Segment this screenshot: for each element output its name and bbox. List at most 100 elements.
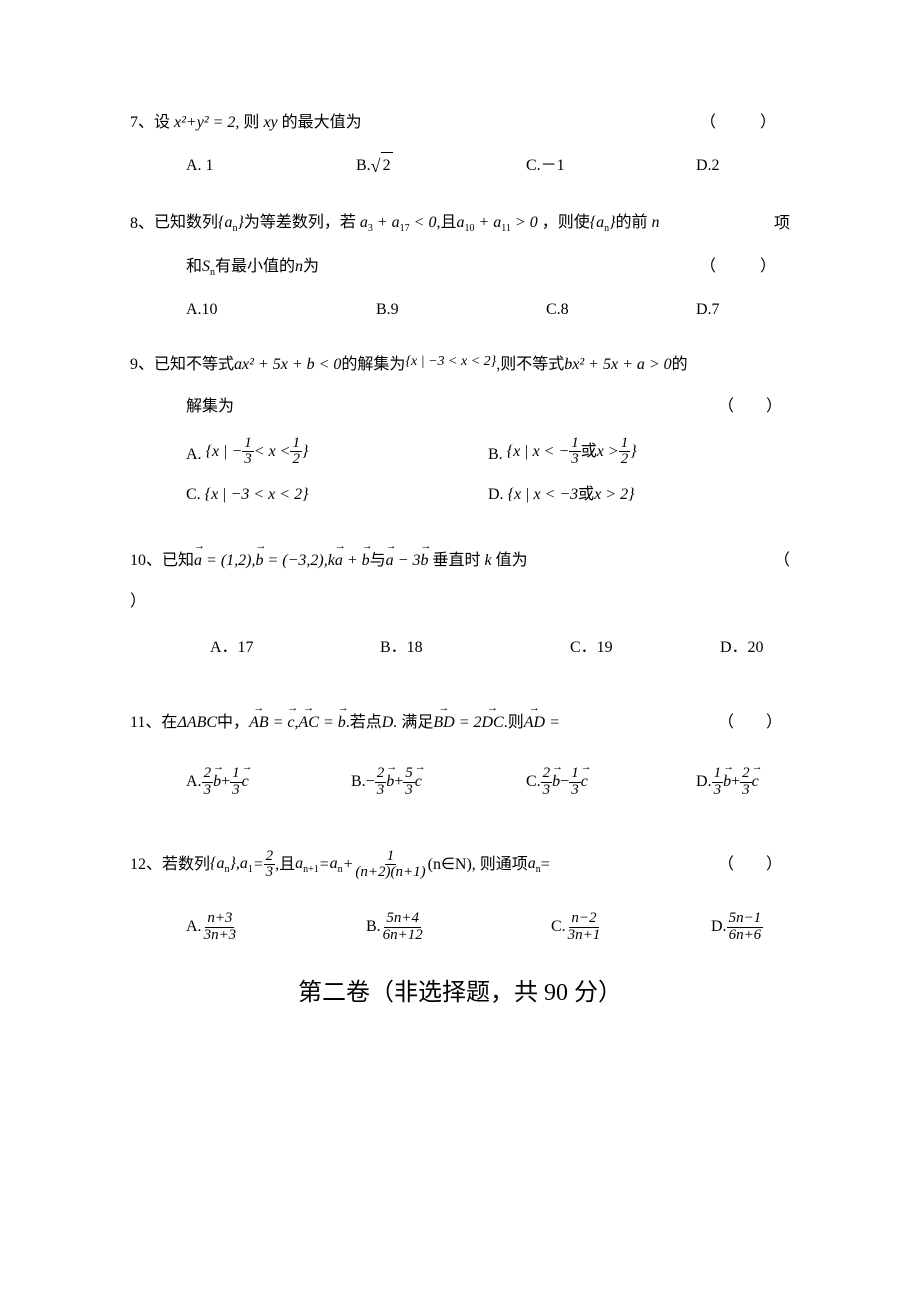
q10-kv: k: [484, 552, 491, 569]
q12-B: B.: [366, 914, 381, 940]
q10-opt-c: C．19: [570, 635, 720, 661]
q9-b: 的解集为: [341, 356, 405, 373]
q7-p2: 的最大值为: [282, 114, 362, 131]
q11-eq: =: [269, 714, 288, 731]
q12-Cn: n−2: [569, 911, 598, 928]
q11-then: .则: [504, 714, 524, 731]
q9-Dset: {x | x < −3: [508, 482, 579, 508]
q8-2c: 为: [303, 258, 319, 275]
q9-Am: < x <: [254, 439, 291, 465]
q10-opt-d: D．20: [720, 635, 764, 661]
q11-Cn2: 1: [569, 766, 581, 783]
q12-Bn: 5n+4: [384, 911, 421, 928]
q10-opt-b: B．18: [380, 635, 570, 661]
q10-paren-close: ）: [130, 589, 790, 615]
q11-options: A. 23→b+13→c B. −23→b+53→c C. 23→b−13→c …: [130, 766, 790, 799]
q9-stem2: 解集为 （ ）: [130, 394, 790, 420]
q8-and: 且: [440, 214, 456, 231]
q9-Ar: }: [302, 439, 308, 465]
q11-B: B.: [351, 769, 366, 795]
q9-poly2: bx² + 5x + a > 0: [564, 356, 671, 373]
q8-1e: 项: [774, 211, 790, 237]
q8-sub-n: n: [232, 224, 237, 235]
q11-Cd1: 3: [541, 783, 553, 799]
q12-plus: +: [343, 852, 354, 878]
q12-fb: (n+2)(n+1): [353, 865, 427, 881]
q7-opt-b: B.√2: [356, 152, 526, 181]
q12-cond: (n∈N), 则通项: [428, 852, 528, 878]
q11-Bn2: 5: [403, 766, 415, 783]
q10-a: 已知: [162, 552, 194, 569]
q10-po: （: [774, 548, 790, 574]
q12-opt-d: D. 5n−16n+6: [711, 911, 763, 944]
q11-opt-b: B. −23→b+53→c: [351, 766, 526, 799]
q11-eq2: =: [319, 714, 338, 731]
q9-line1: 已知不等式ax² + 5x + b < 0的解集为{x | −3 < x < 2…: [154, 352, 688, 378]
q8-options: A.10 B.9 C.8 D.7: [130, 297, 790, 323]
q10-line: 已知→a = (1,2),→b = (−3,2),k→a + →b与→a − 3…: [162, 548, 528, 574]
q8-1a: 已知数列: [154, 214, 218, 231]
q10-and: 与: [370, 552, 386, 569]
q11-stem: 11、 在ΔABC中，→AB = →c,→AC = →b.若点D. 满足→BD …: [130, 710, 790, 736]
q12-Dn: 5n−1: [727, 911, 764, 928]
q12-options: A. n+33n+3 B. 5n+46n+12 C. n−23n+1 D. 5n…: [130, 911, 790, 944]
q9-Bor: 或: [581, 439, 597, 465]
q8-opt-d: D.7: [696, 297, 720, 323]
q12-D: D.: [711, 914, 727, 940]
q12-An: n+3: [205, 911, 234, 928]
q12-opt-b: B. 5n+46n+12: [366, 911, 551, 944]
q11-Dn2: 2: [740, 766, 752, 783]
q11-eq2b: = 2: [455, 714, 482, 731]
q12-opt-c: C. n−23n+1: [551, 911, 711, 944]
q7-b-label: B.: [356, 153, 371, 179]
q11-D: D.: [696, 769, 712, 795]
q11-mid: 中，: [217, 714, 249, 731]
q9-paren: （ ）: [718, 394, 790, 420]
q7-options: A. 1 B.√2 C.－1 D.2: [130, 152, 790, 181]
q8-2a: 和: [186, 258, 202, 275]
q10-options: A．17 B．18 C．19 D．20: [130, 635, 790, 661]
q7-p1: 则: [243, 114, 263, 131]
q9-B: B.: [488, 442, 503, 468]
q11-An2: 1: [230, 766, 242, 783]
q11-C: C.: [526, 769, 541, 795]
q9-opt-b: B. {x | x < −13或x > 12}: [488, 436, 790, 469]
q9-opts-row1: A. {x | −13 < x < 12} B. {x | x < −13或x …: [130, 436, 790, 469]
q12-C: C.: [551, 914, 566, 940]
q9-d: 的: [672, 356, 688, 373]
q7-paren: （ ）: [700, 110, 790, 136]
q8-line2: 和Sn有最小值的n为: [186, 254, 319, 281]
q8-stem2: 和Sn有最小值的n为 （ ）: [130, 254, 790, 281]
q9-c: ,则不等式: [496, 356, 564, 373]
q9-set1: {x | −3 < x < 2}: [405, 354, 496, 369]
q7-label: 7、: [130, 110, 154, 136]
q12-a: 若数列: [162, 852, 210, 878]
q12-A: A.: [186, 914, 202, 940]
q9-Al: {x | −: [206, 439, 243, 465]
q12-Bd: 6n+12: [381, 928, 425, 944]
q8-paren: （ ）: [700, 254, 790, 280]
q11-A: A.: [186, 769, 202, 795]
q7-pre: 设: [154, 114, 174, 131]
q8-stem1: 8、 已知数列{an}为等差数列，若 a3 + a17 < 0,且a10 + a…: [130, 210, 790, 237]
q12-eq3: =: [541, 852, 550, 878]
q11-Cm: −: [560, 769, 569, 795]
q12-stem: 12、 若数列{an}, a1 = 23,且 an+1 = an + 1(n+2…: [130, 849, 790, 882]
q11-opt-a: A. 23→b+13→c: [186, 766, 351, 799]
q11-An1: 2: [202, 766, 214, 783]
q9-stem1: 9、 已知不等式ax² + 5x + b < 0的解集为{x | −3 < x …: [130, 352, 790, 378]
q11-opt-c: C. 23→b−13→c: [526, 766, 696, 799]
q11-Dd2: 3: [740, 783, 752, 799]
q8-1d: 的前: [616, 214, 648, 231]
q11-Ad1: 3: [202, 783, 214, 799]
q9-Dset2: x > 2}: [594, 482, 634, 508]
q9-opt-c: C.{x | −3 < x < 2}: [186, 482, 488, 508]
q11-Cn1: 2: [541, 766, 553, 783]
q12-Ad: 3n+3: [202, 928, 239, 944]
q7-math: x²+y² = 2,: [174, 114, 243, 131]
q10-plus: +: [343, 552, 362, 569]
q11-Dn1: 1: [712, 766, 724, 783]
q7-opt-a: A. 1: [186, 152, 356, 181]
q9-opts-row2: C.{x | −3 < x < 2} D.{x | x < −3或x > 2}: [130, 482, 790, 508]
q11-Dp: +: [731, 769, 740, 795]
